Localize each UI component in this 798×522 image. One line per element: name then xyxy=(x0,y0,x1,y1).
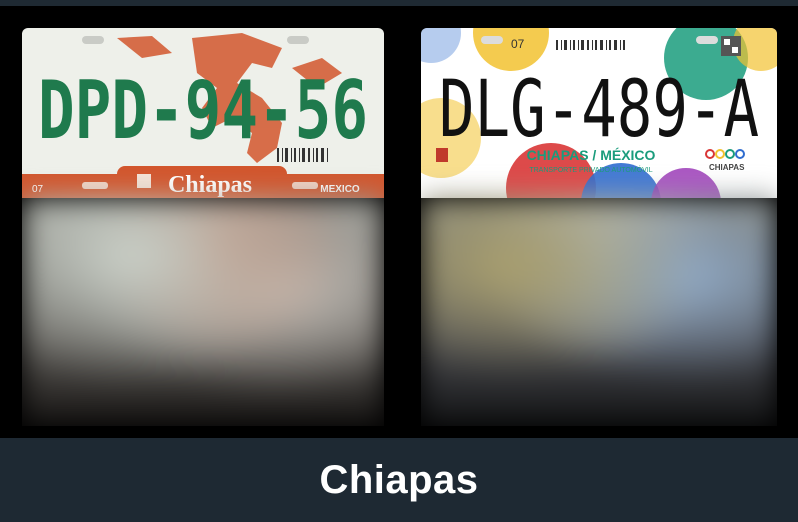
plate-drawing-old: DPD-94-56 07 Chiapas MEXICO xyxy=(22,28,384,198)
plate-country-old: MEXICO xyxy=(320,184,360,195)
plate-slogan-new: CHIAPAS / MÉXICO xyxy=(527,147,656,163)
blurred-reflection-old xyxy=(22,198,384,426)
caption-title: Chiapas xyxy=(319,457,479,502)
blurred-reflection-new xyxy=(421,198,777,426)
plate-code-old: 07 xyxy=(32,184,44,195)
plate-code-new: 07 xyxy=(511,37,525,51)
chiapas-logo-icon xyxy=(705,149,745,159)
mayan-head-icon xyxy=(117,33,342,163)
barcode-icon xyxy=(556,40,625,50)
top-edge-divider xyxy=(0,0,798,6)
plate-number-old: DPD-94-56 xyxy=(38,64,368,157)
plate-state-name-old: Chiapas xyxy=(168,172,252,198)
license-plate-image-new: 07 DLG-4 xyxy=(421,28,777,198)
plate-drawing-new: 07 DLG-4 xyxy=(421,28,777,198)
plate-number-new: DLG-489-A xyxy=(439,65,759,155)
plate-subtext-new: TRANSPORTE PRIVADO AUTOMÓVIL xyxy=(529,165,652,174)
qr-code-icon xyxy=(721,36,741,56)
decorative-circles xyxy=(421,28,777,198)
plate-card-old[interactable]: DPD-94-56 07 Chiapas MEXICO xyxy=(22,28,384,426)
plate-brand-new: CHIAPAS xyxy=(709,163,745,172)
plate-card-new[interactable]: 07 DLG-4 xyxy=(421,28,777,426)
license-plate-image-old: DPD-94-56 07 Chiapas MEXICO xyxy=(22,28,384,198)
barcode-icon xyxy=(277,148,328,162)
caption-bar: Chiapas xyxy=(0,438,798,522)
